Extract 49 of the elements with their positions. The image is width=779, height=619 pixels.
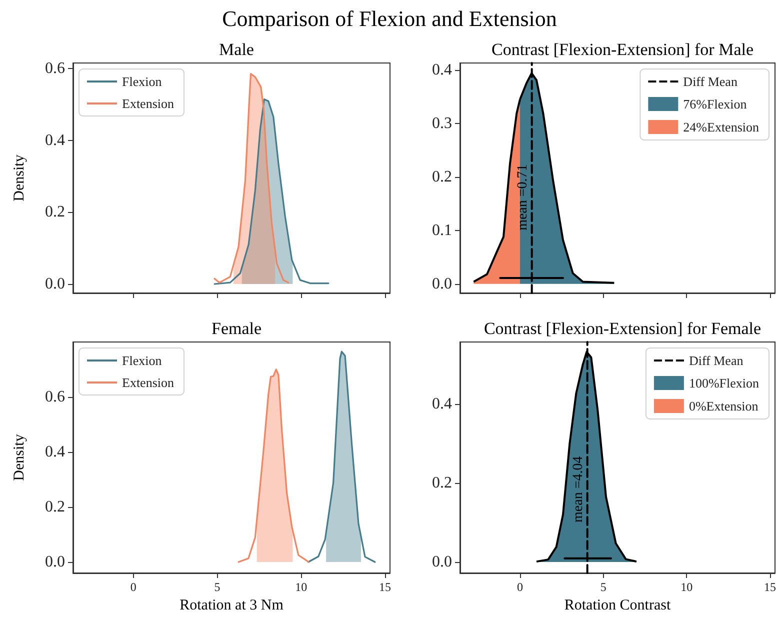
x-tick-label: 15 xyxy=(378,580,391,594)
legend-label: Extension xyxy=(122,96,174,111)
chart-title: Contrast [Flexion-Extension] for Female xyxy=(484,319,762,338)
line-series xyxy=(238,368,310,563)
chart-title: Comparison of Flexion and Extension xyxy=(221,6,558,32)
x-tick-label: 10 xyxy=(680,580,693,594)
chart-title: Female xyxy=(211,319,262,338)
legend-label: 24%Extension xyxy=(683,120,760,134)
x-axis-title: Rotation Contrast xyxy=(564,597,672,614)
x-tick-label: 5 xyxy=(214,580,220,594)
x-tick-label: 15 xyxy=(764,580,776,594)
line-series xyxy=(308,350,376,563)
y-tick-label: 0.4 xyxy=(45,444,65,460)
x-tick-label: 0 xyxy=(130,580,136,594)
legend-label: Flexion xyxy=(122,74,162,89)
x-tick-label: 0 xyxy=(517,580,523,594)
legend-label: 76%Flexion xyxy=(683,96,748,112)
y-tick-label: 0.0 xyxy=(432,275,452,292)
y-axis-title: Density xyxy=(12,154,28,202)
x-tick-label: 10 xyxy=(295,580,308,594)
line-series xyxy=(214,98,330,285)
legend-label: Flexion xyxy=(122,353,162,368)
line-series xyxy=(214,72,290,284)
y-tick-label: 0.4 xyxy=(432,395,452,412)
y-tick-label: 0.6 xyxy=(45,388,65,406)
y-tick-label: 0.0 xyxy=(432,553,452,570)
legend-label: Diff Mean xyxy=(688,353,744,368)
legend-label: 100%Flexion xyxy=(688,376,760,390)
x-axis-title: Rotation at 3 Nm xyxy=(180,597,284,614)
y-axis-title: Density xyxy=(12,434,28,481)
legend-label: 0%Extension xyxy=(688,398,759,414)
legend-label: Extension xyxy=(122,375,174,390)
y-tick-label: 0.0 xyxy=(45,554,65,570)
chart-title: Contrast [Flexion-Extension] for Male xyxy=(491,40,754,59)
y-tick-label: 0.4 xyxy=(432,61,452,78)
legend-label: Diff Mean xyxy=(683,74,738,89)
y-tick-label: 0.3 xyxy=(432,114,452,132)
y-tick-label: 0.2 xyxy=(45,498,65,516)
y-tick-label: 0.0 xyxy=(45,276,65,293)
y-tick-label: 0.2 xyxy=(45,204,65,221)
annotation: mean =0.71 xyxy=(515,164,530,230)
y-tick-label: 0.6 xyxy=(45,60,65,77)
y-tick-label: 0.2 xyxy=(432,474,452,492)
chart-subtitle: Male xyxy=(219,40,254,59)
y-tick-label: 0.1 xyxy=(432,222,452,239)
y-tick-label: 0.2 xyxy=(432,168,452,186)
y-tick-label: 0.4 xyxy=(45,132,65,149)
x-tick-label: 5 xyxy=(600,580,606,594)
annotation: mean =4.04 xyxy=(570,456,586,522)
